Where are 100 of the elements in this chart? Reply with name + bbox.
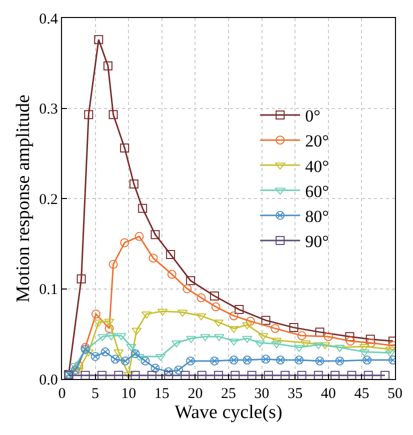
point [134,232,144,241]
point [196,313,206,320]
point [74,367,84,374]
point [116,333,126,340]
point [214,334,224,342]
point [297,331,306,340]
point [148,254,158,263]
point [94,320,104,327]
point [289,323,298,332]
point [210,291,220,300]
x-tick-label: 30 [254,386,270,402]
point [130,349,140,358]
point [120,238,130,248]
point [80,370,90,379]
point [229,356,238,365]
point [228,338,239,346]
x-tick-label: 40 [320,386,336,402]
point [167,270,176,279]
point [229,311,238,320]
y-tick-label: 0.1 [39,282,58,298]
x-tick-label: 45 [354,386,370,402]
point [76,274,86,284]
point [228,326,239,333]
y-tick-label: 0.3 [39,102,58,118]
point [100,347,110,356]
point [335,356,344,366]
point [70,365,80,374]
point [297,370,306,379]
legend-label: 90° [305,232,329,252]
point [166,250,176,259]
point [261,316,270,325]
point [138,204,148,213]
point [186,356,196,366]
point [315,356,324,366]
point [134,354,144,361]
point [182,284,192,294]
point [324,332,333,342]
point [254,340,265,348]
y-axis-title: Motion response amplitude [13,94,34,302]
x-tick-label: 35 [288,386,303,402]
point [98,334,108,342]
x-axis-title: Wave cycle(s) [174,402,282,424]
x-tick-label: 10 [121,386,136,402]
point [174,365,184,374]
point [108,110,118,120]
point [130,370,140,379]
point [359,349,370,356]
x-tick-label: 20 [188,386,203,402]
point [294,356,304,365]
point [120,143,130,152]
point [94,35,104,44]
point [211,302,220,312]
point [186,276,196,286]
point [110,354,120,364]
point [80,348,90,355]
point [247,370,256,379]
point [242,356,252,365]
x-tick-label: 25 [221,386,236,402]
legend-label: 20° [305,132,329,151]
point [140,356,150,366]
legend-label: 60° [305,182,329,201]
point [108,260,118,269]
point [300,340,311,348]
point [90,352,100,361]
point [362,356,372,365]
point [242,322,252,330]
point [186,336,196,343]
point [200,334,210,342]
point [270,324,280,333]
x-tick-label: 0 [58,386,66,402]
point [91,310,100,319]
point [242,336,252,343]
point [276,356,285,365]
point [84,110,94,120]
x-tick-label: 15 [154,386,170,402]
legend-label: 0° [305,106,320,126]
point [106,333,116,340]
point [196,293,206,302]
point [150,230,160,240]
legend-label: 80° [305,207,329,226]
point [103,61,112,70]
x-tick-label: 5 [92,386,100,402]
point [345,332,354,342]
y-tick-label: 0.0 [39,372,58,388]
point [346,336,355,346]
point [164,367,174,376]
point [366,334,375,344]
point [126,344,136,352]
point [246,316,255,326]
point [359,344,370,352]
point [258,333,268,340]
legend-label: 40° [305,156,329,176]
point [261,354,270,364]
point [385,346,395,354]
point [234,305,244,314]
point [385,350,395,358]
x-tick-label: 50 [388,386,402,402]
point [210,356,220,366]
point [70,362,80,370]
point [366,338,376,348]
